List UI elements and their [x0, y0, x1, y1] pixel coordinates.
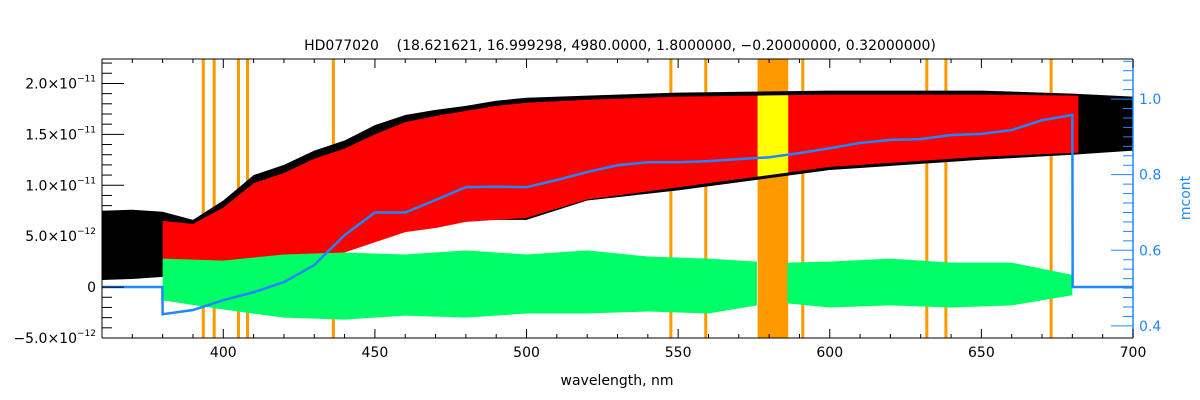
x-tick-label: 500 [513, 345, 540, 361]
x-tick-label: 600 [816, 345, 843, 361]
x-tick-label: 450 [362, 345, 389, 361]
series-layer [102, 90, 1133, 320]
masked-region-band [801, 59, 805, 338]
x-tick-label: 550 [665, 345, 692, 361]
model-flux-series [162, 94, 1079, 278]
masked-region-band [944, 59, 948, 338]
right-axis-label: mcont [1178, 175, 1194, 220]
masked-region-band [201, 59, 205, 338]
masked-region-band [925, 59, 929, 338]
y-right-tick-label: 0.8 [1139, 168, 1161, 184]
tick-exponent: −11 [77, 176, 96, 186]
masked-region-band [704, 59, 708, 338]
tick-mantissa: −5.0×10 [13, 331, 77, 347]
tick-mantissa: 1.0×10 [25, 178, 77, 194]
y-right-tick-label: 1.0 [1139, 92, 1161, 108]
residuals-series [787, 258, 1073, 308]
y-left-tick-label: −5.0×10−12 [13, 329, 96, 347]
axes: 400 450 500 550 600 650 7002.0×10−111.5×10−111… [13, 58, 1161, 361]
y-left-tick-label: 0 [87, 280, 96, 296]
masked-region-band [1049, 59, 1053, 338]
x-tick-label: 700 [1120, 345, 1147, 361]
x-tick-label: 650 [968, 345, 995, 361]
tick-exponent: −11 [77, 125, 96, 135]
chart-title: HD077020 (18.621621, 16.999298, 4980.000… [304, 38, 936, 54]
y-left-tick-label: 2.0×10−11 [25, 74, 96, 92]
x-axis-label: wavelength, nm [561, 373, 674, 389]
masked-region-band [669, 59, 673, 338]
mcont-series [102, 113, 1133, 316]
residuals-series [162, 250, 757, 320]
tick-mantissa: 2.0×10 [25, 76, 77, 92]
tick-mantissa: 0 [87, 280, 96, 296]
tick-mantissa: 5.0×10 [25, 229, 77, 245]
x-tick-label: 400 [210, 345, 237, 361]
y-right-tick-label: 0.6 [1139, 243, 1161, 259]
tick-exponent: −11 [77, 74, 96, 84]
tick-mantissa: 1.5×10 [25, 127, 77, 143]
y-left-tick-label: 1.0×10−11 [25, 176, 96, 194]
tick-exponent: −12 [77, 329, 96, 339]
y-left-tick-label: 5.0×10−12 [25, 227, 96, 245]
y-right-tick-label: 0.4 [1139, 319, 1161, 335]
tick-exponent: −12 [77, 227, 96, 237]
y-left-tick-label: 1.5×10−11 [25, 125, 96, 143]
masked-region-band [212, 59, 216, 338]
